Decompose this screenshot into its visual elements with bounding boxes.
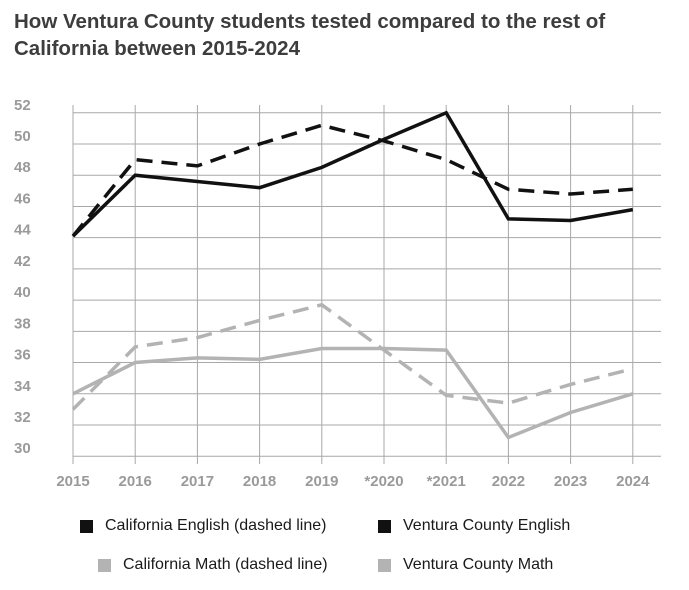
x-tick-label: *2021 (427, 473, 466, 490)
y-tick-label: 42 (14, 253, 31, 270)
x-tick-label: 2017 (181, 473, 214, 490)
y-tick-label: 50 (14, 128, 31, 145)
series-line-0 (71, 123, 633, 238)
y-tick-label: 30 (14, 440, 31, 457)
x-tick-label: 2018 (243, 473, 276, 490)
x-tick-label: *2020 (364, 473, 403, 490)
y-tick-label: 46 (14, 190, 31, 207)
series-lines (71, 110, 634, 440)
series-line-1 (71, 110, 634, 238)
chart-title: How Ventura County students tested compa… (14, 10, 606, 60)
series-line-2 (71, 302, 634, 411)
y-tick-label: 44 (14, 222, 31, 239)
y-axis-ticks: 30 32 34 36 38 40 42 44 46 48 50 52 (14, 97, 31, 457)
series-line-3 (72, 346, 634, 440)
x-tick-label: 2016 (119, 473, 152, 490)
x-axis-ticks: 2015 2016 2017 2018 2019 *2020 *2021 2022 2023 20… (56, 473, 650, 490)
y-tick-label: 36 (14, 347, 31, 364)
y-tick-label: 40 (14, 284, 31, 301)
x-tick-label: 2024 (616, 473, 650, 490)
y-tick-label: 38 (14, 315, 31, 332)
x-tick-label: 2023 (554, 473, 587, 490)
x-tick-label: 2019 (305, 473, 338, 490)
y-tick-label: 34 (14, 378, 31, 395)
x-tick-label: 2022 (492, 473, 525, 490)
y-tick-label: 52 (14, 97, 31, 114)
x-tick-label: 2015 (56, 473, 89, 490)
y-tick-label: 32 (14, 409, 31, 426)
y-tick-label: 48 (14, 159, 31, 176)
